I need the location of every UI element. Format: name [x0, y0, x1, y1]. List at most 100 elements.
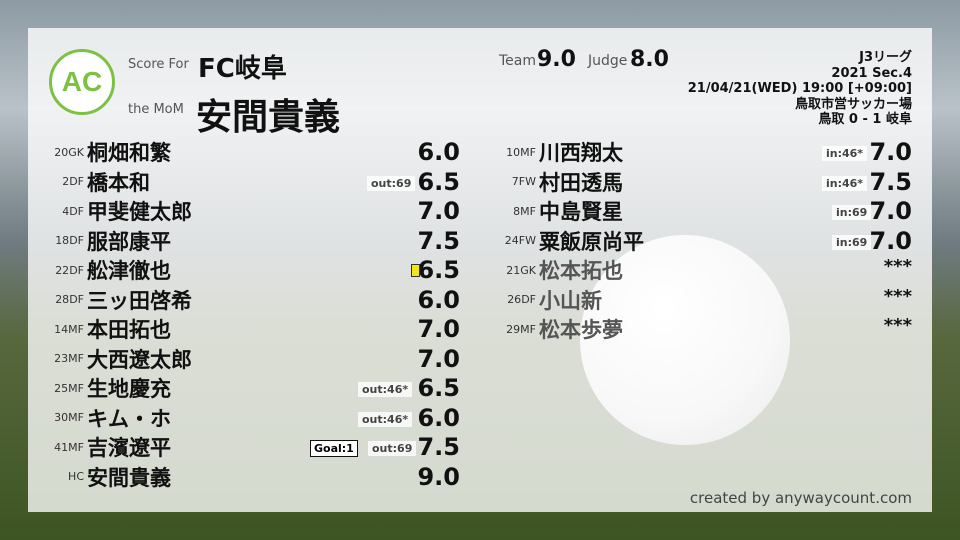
- logo-text: AC: [61, 66, 103, 97]
- number-position: 29MF: [480, 323, 536, 336]
- player-row: 8MF 中島賢星: [480, 197, 623, 225]
- player-score: 7.0: [869, 197, 912, 225]
- player-position: GK: [520, 263, 536, 277]
- number-position: 4DF: [40, 205, 84, 218]
- judge-score: 8.0: [630, 47, 669, 72]
- player-name: 大西遼太郎: [87, 347, 192, 372]
- player-number: 21: [506, 263, 521, 277]
- player-row: 22DF 舩津徹也: [40, 256, 171, 284]
- mom-label: the MoM: [128, 102, 184, 117]
- player-position: FW: [518, 175, 536, 188]
- player-name: 橋本和: [87, 170, 150, 195]
- number-position: 10MF: [480, 146, 536, 159]
- player-score: 7.5: [869, 167, 912, 196]
- player-number: 10: [506, 145, 521, 159]
- player-row: 29MF 松本歩夢: [480, 315, 623, 343]
- sub-badge: in:46*: [822, 146, 868, 161]
- player-position: DF: [69, 263, 84, 277]
- player-number: 26: [507, 293, 522, 306]
- player-row: 7FW 村田透馬: [480, 168, 623, 196]
- score-for-label: Score For: [128, 57, 189, 72]
- player-number: 29: [506, 322, 521, 336]
- player-score: ***: [883, 256, 912, 277]
- player-row: 30MF キム・ホ: [40, 404, 171, 432]
- player-number: 30: [54, 411, 69, 424]
- player-number: 7: [511, 175, 519, 188]
- league: J3リーグ: [859, 50, 912, 65]
- player-number: 28: [55, 293, 70, 306]
- player-score: ***: [883, 285, 912, 307]
- player-row: 21GK 松本拓也: [480, 256, 623, 284]
- player-name: 桐畑和繁: [87, 141, 171, 165]
- player-position: MF: [520, 204, 536, 218]
- player-score: 7.0: [417, 315, 460, 343]
- player-position: DF: [521, 293, 536, 306]
- player-score: 7.0: [869, 226, 912, 255]
- player-name: 安間貴義: [87, 465, 171, 490]
- player-name: 小山新: [539, 288, 602, 313]
- player-name: 中島賢星: [539, 200, 623, 224]
- team-name: FC岐阜: [198, 54, 287, 84]
- player-score: 7.0: [869, 138, 912, 166]
- player-name: 松本拓也: [539, 259, 623, 283]
- number-position: 8MF: [480, 205, 536, 218]
- sub-badge: in:69: [832, 234, 872, 250]
- player-position: MF: [520, 322, 536, 336]
- sub-badge: in:69: [832, 205, 872, 220]
- player-name: 舩津徹也: [87, 259, 171, 283]
- number-position: 7FW: [480, 175, 536, 188]
- player-score: ***: [883, 315, 912, 336]
- match-info: J3リーグ 2021 Sec.4 21/04/21(WED) 19:00 [+0…: [688, 50, 912, 128]
- player-position: MF: [68, 440, 84, 454]
- player-score: 7.0: [417, 197, 460, 225]
- anywaycount-logo: AC: [49, 49, 115, 115]
- player-row: 25MF 生地慶充: [40, 374, 171, 402]
- judge-label: Judge: [588, 53, 628, 69]
- player-number: 8: [513, 204, 521, 218]
- player-score: 6.5: [417, 374, 460, 402]
- player-name: 川西翔太: [539, 141, 623, 165]
- goal-badge: Goal:1: [310, 440, 358, 457]
- number-position: 41MF: [40, 441, 84, 454]
- player-row: 26DF 小山新: [480, 286, 602, 314]
- player-number: 22: [55, 263, 70, 277]
- player-score: 6.0: [417, 285, 460, 314]
- sub-badge: out:69: [368, 441, 417, 456]
- player-name: 服部康平: [87, 229, 171, 254]
- player-name: 生地慶充: [87, 377, 171, 401]
- player-name: 村田透馬: [539, 170, 623, 195]
- venue: 鳥取市営サッカー場: [794, 96, 912, 112]
- player-score: 7.5: [417, 226, 460, 255]
- player-row: 23MF 大西遼太郎: [40, 345, 192, 373]
- player-number: 41: [54, 440, 69, 454]
- player-score: 6.5: [417, 256, 460, 284]
- player-score: 6.0: [417, 403, 460, 432]
- number-position: 26DF: [480, 293, 536, 306]
- sub-badge: out:69: [367, 175, 416, 191]
- yellow-card-icon: [411, 264, 420, 277]
- mom-name: 安間貴義: [196, 97, 341, 138]
- player-score: 6.5: [417, 167, 460, 196]
- number-position: 21GK: [480, 264, 536, 277]
- player-position: MF: [68, 411, 84, 424]
- result: 鳥取 0 - 1 岐阜: [818, 112, 912, 127]
- number-position: 20GK: [40, 146, 84, 159]
- player-row: 41MF 吉濱遼平: [40, 433, 171, 461]
- number-position: 14MF: [40, 323, 84, 336]
- player-number: 4: [62, 204, 70, 218]
- datetime: 21/04/21(WED) 19:00 [+09:00]: [687, 81, 912, 96]
- player-number: 2: [62, 175, 70, 188]
- player-position: MF: [68, 381, 84, 395]
- player-name: 甲斐健太郎: [87, 200, 192, 224]
- player-score: 7.0: [417, 344, 460, 373]
- player-position: MF: [68, 322, 84, 336]
- player-number: 24: [504, 234, 519, 247]
- player-row: 2DF 橋本和: [40, 168, 150, 196]
- number-position: 28DF: [40, 293, 84, 306]
- player-row: 18DF 服部康平: [40, 227, 171, 255]
- player-number: 25: [54, 381, 69, 395]
- player-position: DF: [69, 175, 84, 188]
- player-number: 20: [54, 145, 69, 159]
- player-row: 24FW 粟飯原尚平: [480, 227, 644, 255]
- player-row: 10MF 川西翔太: [480, 138, 623, 166]
